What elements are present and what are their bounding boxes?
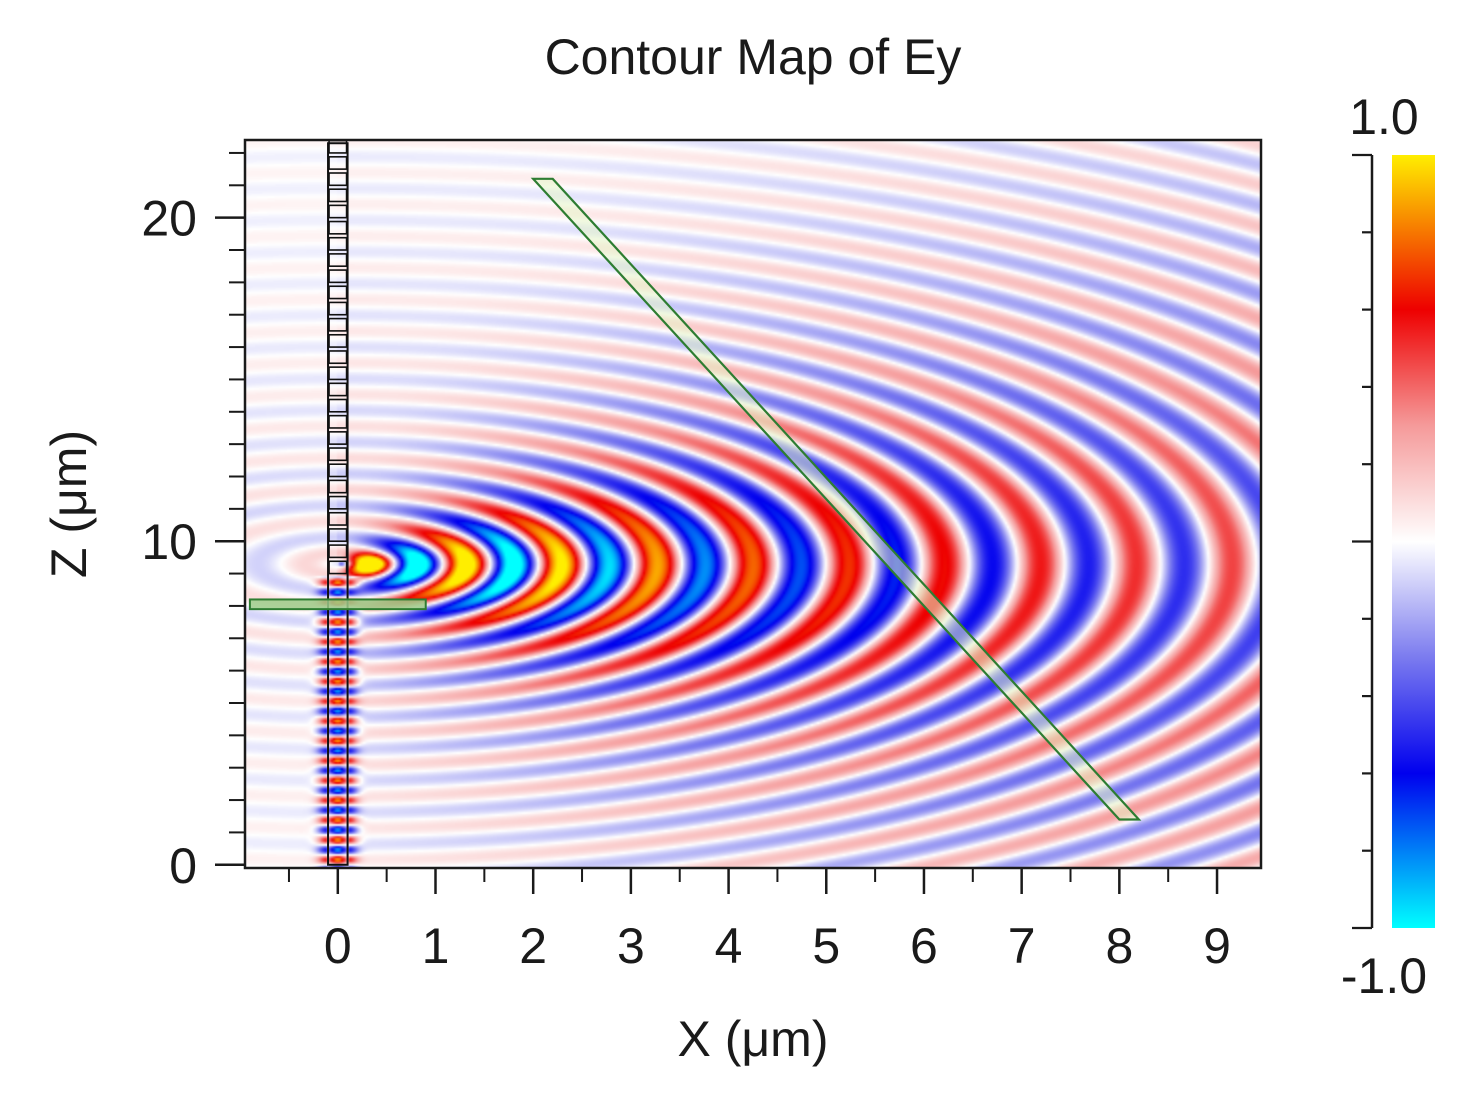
grating-tooth (328, 301, 348, 316)
x-tick-label: 9 (1203, 918, 1231, 974)
x-tick-label: 7 (1008, 918, 1036, 974)
colorbar-ticks (1352, 153, 1372, 930)
x-tick-label: 5 (812, 918, 840, 974)
chart-title: Contour Map of Ey (545, 29, 962, 85)
grating-tooth (328, 269, 348, 284)
grating-tooth (328, 188, 348, 203)
grating-tooth (328, 463, 348, 478)
colorbar-max-label: 1.0 (1349, 89, 1419, 145)
y-tick-label: 20 (141, 191, 197, 247)
diagonal-strip (530, 177, 1142, 821)
colorbar-min-label: -1.0 (1341, 948, 1427, 1004)
grating-tooth (328, 220, 348, 235)
grating-tooth (328, 544, 348, 559)
grating-tooth (328, 333, 348, 348)
grating-tooth (328, 511, 348, 526)
grating-tooth (328, 236, 348, 251)
grating-tooth (328, 447, 348, 462)
grating-tooth (328, 398, 348, 413)
grating-tooth (328, 285, 348, 300)
field-heatmap (245, 140, 1261, 868)
grating-tooth (328, 350, 348, 365)
horizontal-strip (248, 598, 427, 611)
x-axis-label: X (μm) (677, 1011, 828, 1067)
x-tick-label: 1 (422, 918, 450, 974)
grating-tooth (328, 382, 348, 397)
y-tick-label: 0 (169, 838, 197, 894)
x-tick-label: 2 (519, 918, 547, 974)
plot-area (243, 138, 1263, 870)
grating-tooth (328, 495, 348, 510)
grating-tooth (328, 253, 348, 267)
y-axis: 0 10 20 (141, 151, 245, 894)
x-tick-label: 0 (324, 918, 352, 974)
grating-tooth (328, 560, 348, 575)
grating-tooth (328, 528, 348, 543)
y-tick-label: 10 (141, 514, 197, 570)
plot-frame (243, 138, 1263, 870)
colorbar-bar (1392, 155, 1435, 928)
grating-tooth (328, 431, 348, 445)
waveguide-outline (327, 142, 349, 866)
x-axis: 0 1 2 3 4 5 6 7 8 9 (287, 868, 1231, 974)
x-tick-label: 3 (617, 918, 645, 974)
grating-tooth (328, 479, 348, 494)
grating-tooth (328, 204, 348, 219)
device-structures (248, 140, 1142, 866)
x-tick-label: 4 (715, 918, 743, 974)
x-tick-label: 8 (1105, 918, 1133, 974)
grating-tooth (328, 366, 348, 381)
colorbar: 1.0 -1.0 (1341, 89, 1435, 1004)
grating-tooth (328, 156, 348, 170)
grating-tooth (328, 317, 348, 332)
grating-tooth (328, 172, 348, 187)
y-axis-label: Z (μm) (41, 430, 97, 578)
grating-tooth (328, 414, 348, 429)
x-tick-label: 6 (910, 918, 938, 974)
